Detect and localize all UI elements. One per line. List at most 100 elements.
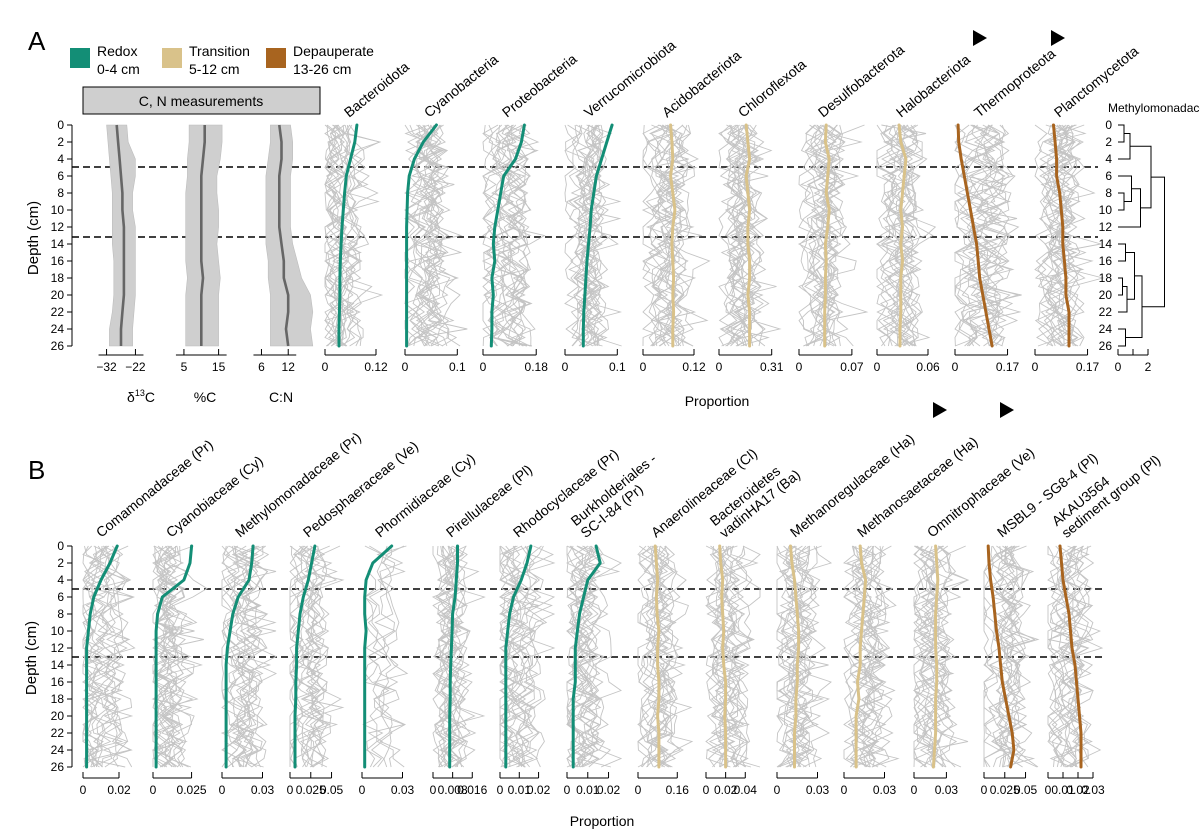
y-tick-label: 4 [57, 573, 64, 587]
x-tick-label: −22 [125, 360, 146, 374]
x-tick-label: 0 [1045, 783, 1052, 797]
mean-profile-cyanobiaceae-cy [154, 544, 194, 769]
percent-c-axis-label: %C [194, 389, 217, 405]
background-profile [583, 124, 604, 347]
cn-range-band [265, 124, 314, 347]
taxon-plot-thermoproteota: 0 0.17 Thermoproteota [952, 30, 1065, 374]
plot-title-proteobacteria: Proteobacteria [499, 50, 580, 120]
x-tick-label: 0 [480, 360, 487, 374]
dendrogram-branch [1125, 275, 1143, 338]
dendrogram-leaf-label: 4 [1105, 152, 1112, 166]
cn-measurements-label: C, N measurements [139, 93, 263, 109]
x-tick-label: 0 [1032, 360, 1039, 374]
y-tick-label: 20 [51, 709, 65, 723]
dendrogram-leaf-label: 14 [1099, 237, 1113, 251]
x-tick-label: 0.03 [806, 783, 830, 797]
x-tick-label: 0 [564, 783, 571, 797]
plot-title-thermoproteota: Thermoproteota [971, 45, 1059, 120]
y-tick-label: 2 [57, 135, 64, 149]
x-axis-label-a: Proportion [685, 393, 750, 409]
x-tick-label: 0.17 [1076, 360, 1100, 374]
background-profile [864, 545, 890, 768]
background-profile [646, 545, 683, 768]
background-profile [339, 124, 382, 347]
triangle-marker [1051, 30, 1065, 46]
plot-title-methanoregulaceae-ha: Methanoregulaceae (Ha) [787, 430, 917, 540]
distance-tick-label: 2 [1145, 360, 1152, 374]
background-profile [997, 545, 1036, 768]
plot-title-comamonadaceae-pr: Comamonadaceae (Pr) [93, 436, 216, 540]
panel-b-label: B [28, 455, 45, 485]
panel-b: B Depth (cm) Proportion 0246810121416182… [23, 402, 1163, 829]
background-profile [725, 124, 770, 347]
y-tick-label: 2 [57, 556, 64, 570]
background-profile [449, 545, 473, 768]
y-tick-label: 24 [51, 743, 65, 757]
background-profile [417, 124, 445, 347]
x-tick-label: 0 [703, 783, 710, 797]
cn-range-band [106, 124, 136, 347]
background-profile [152, 545, 171, 767]
background-profile [151, 545, 188, 768]
background-profile [725, 545, 761, 768]
x-tick-label: 0.03 [873, 783, 897, 797]
background-profile [230, 545, 277, 768]
dendrogram-leaf-label: 2 [1105, 135, 1112, 149]
y-tick-label: 8 [57, 186, 64, 200]
background-profile [960, 124, 993, 347]
x-tick-label: 0 [716, 360, 723, 374]
background-profile [637, 545, 663, 768]
legend-name-transition: Transition [189, 43, 250, 59]
background-profile [798, 124, 823, 347]
dendrogram-branch [1142, 176, 1165, 308]
background-profile [292, 545, 324, 768]
x-tick-label: 0 [981, 783, 988, 797]
background-profile [448, 545, 476, 768]
taxon-plot-comamonadaceae-pr: 0 0.02 Comamonadaceae (Pr) [80, 436, 216, 797]
background-profile [778, 545, 807, 768]
legend: Redox 0-4 cm Transition 5-12 cm Depauper… [70, 43, 374, 77]
x-tick-label: 0 [287, 783, 294, 797]
y-tick-label: 0 [57, 539, 64, 553]
background-profile [340, 124, 370, 347]
dendrogram-leaf-label: 0 [1105, 118, 1112, 132]
y-tick-label: 20 [51, 288, 65, 302]
background-profile [408, 124, 437, 347]
background-profile [585, 124, 619, 347]
x-tick-label: 0 [774, 783, 781, 797]
x-tick-label: 0.12 [364, 360, 388, 374]
taxon-plot-bacteroidota: 0 0.12 Bacteroidota [322, 58, 412, 374]
background-profile [91, 545, 132, 768]
plot-title-akau3564-sediment-group-pl: AKAU3564sediment group (Pl) [1049, 440, 1164, 541]
background-profile [103, 545, 133, 768]
background-profile [647, 124, 674, 347]
mean-profile-omnitrophaceae-ve [931, 544, 940, 769]
background-profile [1034, 124, 1055, 347]
background-profile [845, 545, 885, 768]
background-profile [1037, 124, 1087, 347]
panel-a-label: A [28, 26, 46, 56]
y-tick-label: 22 [51, 305, 65, 319]
x-tick-label: 0.02 [1066, 783, 1090, 797]
plot-title-methylomonadaceae-pr: Methylomonadaceae (Pr) [232, 429, 364, 540]
background-profile [495, 124, 546, 347]
background-profile [221, 545, 248, 768]
background-profile [301, 545, 345, 768]
background-profile [499, 546, 525, 768]
cn-range-band [185, 124, 223, 347]
background-profile [983, 545, 1020, 768]
dendrogram-leaf-label: 24 [1099, 322, 1113, 336]
mean-profile-bacteroidota [337, 123, 359, 348]
x-tick-label: 0.16 [666, 783, 690, 797]
legend-range-redox: 0-4 cm [97, 61, 140, 77]
background-profile [736, 124, 770, 347]
x-tick-label: 0.01 [508, 783, 532, 797]
dendrogram-leaf-label: 12 [1099, 220, 1113, 234]
background-profile [954, 124, 1001, 347]
background-profile [336, 124, 369, 347]
mean-profile-halobacteriota [897, 123, 908, 348]
background-profile [727, 545, 761, 768]
background-profile [980, 124, 1020, 347]
